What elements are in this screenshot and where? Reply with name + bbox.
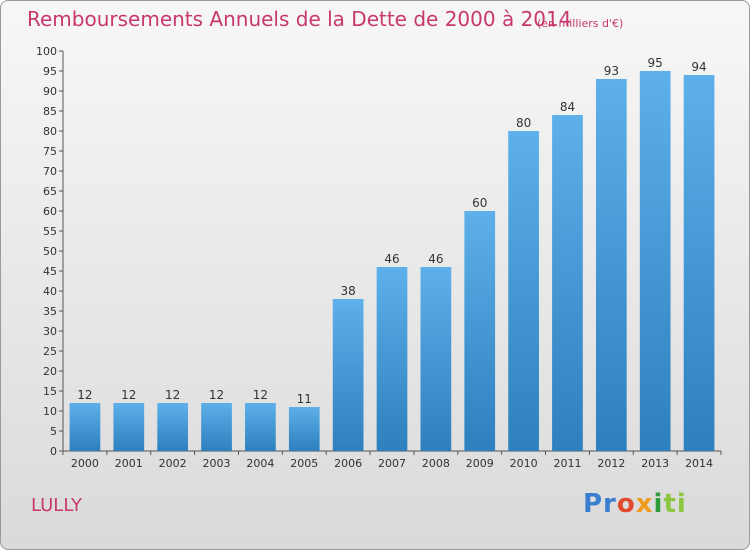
- y-tick-label: 85: [43, 105, 57, 118]
- bar: [288, 407, 320, 451]
- y-tick-label: 50: [43, 245, 57, 258]
- y-tick-label: 45: [43, 265, 57, 278]
- x-tick-label: 2005: [290, 457, 318, 470]
- x-tick-label: 2010: [510, 457, 538, 470]
- chart-bars: 12 12 12 12 12 11 38 46 46 60 80 84 93 95 94: [69, 56, 715, 451]
- x-tick-label: 2011: [553, 457, 581, 470]
- bar-value-label: 95: [648, 56, 663, 70]
- bar: [639, 71, 671, 451]
- y-tick-label: 90: [43, 85, 57, 98]
- bar-value-label: 60: [472, 196, 487, 210]
- y-tick-label: 65: [43, 185, 57, 198]
- y-tick-label: 70: [43, 165, 57, 178]
- y-tick-label: 5: [50, 425, 57, 438]
- x-tick-label: 2000: [71, 457, 99, 470]
- x-tick-label: 2003: [203, 457, 231, 470]
- bar: [113, 403, 145, 451]
- bar: [420, 267, 452, 451]
- bar: [552, 115, 583, 451]
- x-tick-label: 2004: [246, 457, 274, 470]
- bar-value-label: 11: [297, 392, 312, 406]
- bar-value-label: 46: [384, 252, 399, 266]
- bar-value-label: 93: [604, 64, 619, 78]
- y-tick-label: 15: [43, 385, 57, 398]
- x-tick-label: 2006: [334, 457, 362, 470]
- y-tick-label: 10: [43, 405, 57, 418]
- bar-value-label: 12: [165, 388, 180, 402]
- commune-name: LULLY: [31, 495, 82, 516]
- x-tick-label: 2002: [159, 457, 187, 470]
- bar: [683, 75, 715, 451]
- y-tick-label: 95: [43, 65, 57, 78]
- bar: [201, 403, 232, 451]
- logo-part: o: [616, 489, 636, 519]
- y-tick-label: 55: [43, 225, 57, 238]
- logo-part: ti: [663, 489, 687, 519]
- bar-value-label: 12: [77, 388, 92, 402]
- y-tick-label: 80: [43, 125, 57, 138]
- x-tick-label: 2009: [466, 457, 494, 470]
- bar: [595, 79, 627, 451]
- x-tick-label: 2014: [685, 457, 713, 470]
- bar: [376, 267, 408, 451]
- x-tick-label: 2007: [378, 457, 406, 470]
- logo-part: i: [653, 489, 664, 519]
- bar-value-label: 38: [340, 284, 355, 298]
- y-tick-label: 20: [43, 365, 57, 378]
- y-tick-label: 100: [36, 45, 57, 58]
- bar-value-label: 84: [560, 100, 575, 114]
- bar: [157, 403, 189, 451]
- chart-title: Remboursements Annuels de la Dette de 20…: [27, 7, 572, 31]
- logo-part: x: [635, 489, 654, 519]
- bar-value-label: 94: [691, 60, 706, 74]
- bar: [332, 299, 364, 451]
- y-tick-label: 25: [43, 345, 57, 358]
- y-tick-label: 30: [43, 325, 57, 338]
- y-tick-label: 60: [43, 205, 57, 218]
- bar: [464, 211, 496, 451]
- chart-subtitle: (en milliers d'€): [537, 17, 624, 30]
- x-tick-label: 2001: [115, 457, 143, 470]
- y-tick-label: 75: [43, 145, 57, 158]
- y-tick-label: 35: [43, 305, 57, 318]
- bar-value-label: 12: [209, 388, 224, 402]
- bar-value-label: 80: [516, 116, 531, 130]
- bar: [508, 131, 539, 451]
- x-tick-label: 2008: [422, 457, 450, 470]
- bar: [69, 403, 101, 451]
- logo-part: Pr: [583, 489, 617, 519]
- proxiti-logo: Proxiti: [583, 489, 687, 519]
- bar-value-label: 12: [121, 388, 136, 402]
- bar: [245, 403, 276, 451]
- bar-value-label: 46: [428, 252, 443, 266]
- x-tick-label: 2013: [641, 457, 669, 470]
- chart-axes: 0 5 10 15 20 25 30 35 40 45 50 55 60 65 70 75 80 85 90 95 10…: [36, 45, 722, 470]
- bar-value-label: 12: [253, 388, 268, 402]
- y-tick-label: 40: [43, 285, 57, 298]
- y-tick-label: 0: [50, 445, 57, 458]
- x-tick-label: 2012: [597, 457, 625, 470]
